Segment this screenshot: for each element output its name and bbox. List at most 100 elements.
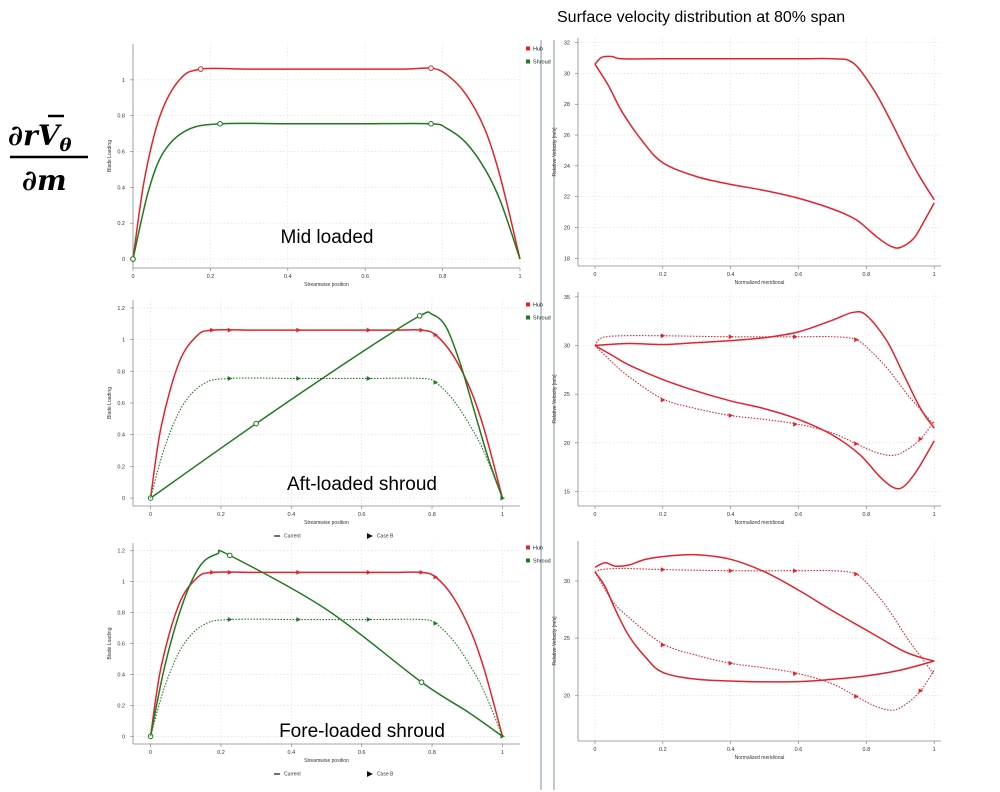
data-point-triangle (433, 574, 439, 580)
legend-label: Shroud (533, 60, 551, 66)
data-point-triangle (660, 333, 666, 339)
data-point-triangle (728, 660, 734, 666)
y-tick-label: 1.2 (117, 306, 125, 312)
data-point-triangle (227, 376, 233, 381)
x-tick-label: 0.6 (795, 747, 803, 753)
x-tick-label: 0.8 (863, 512, 871, 518)
chart-velocity-fore: 0 0.2 0.4 0.6 0.8 1 20 25 30 Normalized meridiona… (552, 541, 941, 761)
y-tick-label: 0.6 (117, 150, 125, 156)
data-point-triangle (227, 569, 233, 575)
legend-swatch (526, 558, 530, 563)
x-tick-label: 0.4 (727, 272, 735, 278)
data-point-triangle (854, 694, 859, 699)
x-tick-label: 0.6 (361, 274, 369, 280)
x-tick-label: 0.2 (217, 750, 225, 756)
y-tick-label: 35 (564, 295, 570, 301)
y-tick-label: 1.2 (117, 549, 125, 555)
data-point-triangle (854, 441, 859, 447)
series-line-curve-2 (594, 335, 935, 426)
data-point-triangle (728, 568, 734, 574)
y-tick-label: 0.4 (117, 672, 125, 678)
series-line-hub-0 (149, 571, 504, 737)
x-tick-label: 0.2 (659, 747, 667, 753)
y-tick-label: 30 (564, 344, 570, 350)
x-tick-label: 0.4 (284, 274, 292, 280)
chart-aft-loading: 0 0.2 0.4 0.6 0.8 1 0 0.2 0.4 0.6 0.8 1 1.2 Streamwis… (107, 300, 551, 540)
y-axis-label: Blade Loading (107, 140, 113, 172)
y-axis-label: Relative Velocity [m/s] (552, 616, 558, 666)
y-tick-label: 0.8 (117, 611, 125, 617)
y-tick-label: 0 (122, 734, 125, 740)
x-tick-label: 0.6 (358, 750, 366, 756)
data-point-triangle (419, 569, 425, 575)
data-point-triangle (366, 376, 372, 381)
legend-label: Shroud (533, 559, 551, 565)
y-tick-label: 0 (122, 257, 125, 263)
x-tick-label: 0 (131, 274, 134, 280)
data-point-triangle (660, 567, 666, 572)
data-point (428, 65, 434, 71)
x-tick-label: 0.8 (428, 750, 436, 756)
data-point-triangle (918, 688, 924, 694)
data-point-triangle (296, 617, 301, 622)
x-tick-label: 0 (593, 747, 596, 753)
y-tick-label: 0.6 (117, 642, 125, 648)
x-tick-label: 0 (593, 512, 596, 518)
series-line-hub-0 (132, 67, 521, 260)
chart-velocity-mid: 0 0.2 0.4 0.6 0.8 1 18 20 22 24 26 28 30 32 Normalized… (552, 38, 941, 286)
legend-swatch (526, 46, 530, 51)
data-point-triangle (210, 327, 215, 333)
series-line-hub-0 (149, 328, 504, 499)
x-tick-label: 0.4 (287, 512, 295, 518)
y-tick-label: 20 (564, 693, 570, 699)
series-line-curve-0 (594, 55, 935, 201)
legend-swatch (526, 59, 530, 64)
y-tick-label: 0.8 (117, 114, 125, 120)
series-line-curve-2 (594, 567, 935, 676)
data-point-triangle (366, 569, 372, 575)
data-point-triangle (660, 397, 666, 403)
data-point (130, 256, 136, 262)
data-point-triangle (433, 380, 439, 385)
data-point-triangle (728, 413, 734, 418)
legend-label: Hub (533, 546, 543, 552)
data-point-triangle (854, 571, 859, 577)
data-point (418, 679, 425, 685)
data-point-triangle (793, 421, 798, 427)
equation-block: ∂rVθ ∂m (8, 114, 88, 197)
data-point-triangle (660, 642, 666, 648)
series-line-curve-3 (594, 571, 935, 711)
series-line-curve-1 (594, 571, 935, 683)
data-point-triangle (419, 327, 425, 333)
data-point (253, 420, 259, 427)
bottom-legend-label: Case B (377, 772, 394, 778)
bottom-legend-label: Current (284, 534, 301, 540)
chart-caption: Mid loaded (281, 227, 374, 248)
y-tick-label: 1 (122, 580, 125, 586)
legend-swatch (526, 302, 530, 307)
x-tick-label: 0.2 (659, 512, 667, 518)
data-point-triangle (296, 376, 301, 381)
data-point-triangle (433, 332, 439, 338)
y-tick-label: 20 (564, 441, 570, 447)
data-point (428, 120, 434, 127)
x-axis-label: Streamwise position (304, 758, 349, 764)
data-point-triangle (433, 621, 439, 626)
legend-label: Hub (533, 47, 543, 53)
chart-fore-loading: 0 0.2 0.4 0.6 0.8 1 0 0.2 0.4 0.6 0.8 1 1.2 Streamwis… (107, 543, 551, 778)
y-tick-label: 0.2 (117, 221, 125, 227)
x-tick-label: 1 (933, 272, 936, 278)
legend-swatch (526, 545, 530, 550)
x-tick-label: 0 (149, 512, 152, 518)
data-point-triangle (210, 569, 215, 575)
data-point-triangle (918, 436, 924, 442)
x-tick-label: 0.8 (863, 272, 871, 278)
y-axis-label: Blade Loading (107, 387, 113, 419)
y-tick-label: 0.4 (117, 185, 125, 191)
y-tick-label: 28 (564, 102, 570, 108)
bottom-legend-label: Current (284, 772, 301, 778)
x-tick-label: 0.4 (727, 512, 735, 518)
data-point-triangle (500, 733, 506, 739)
data-point-triangle (296, 327, 301, 333)
